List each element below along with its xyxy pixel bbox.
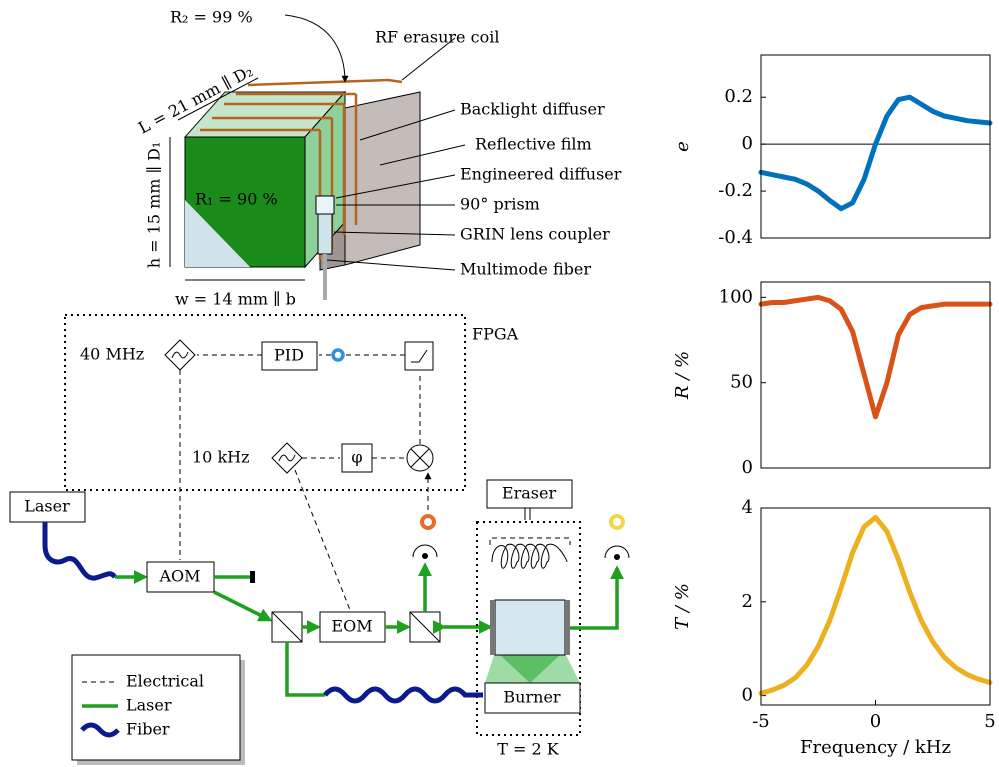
y-axis-label: e: [672, 141, 693, 152]
label: h = 15 mm ∥ D₁: [145, 142, 164, 268]
label: Fiber: [126, 720, 170, 739]
charts: 0.2 0 -0.2 -0.4 e 0 50 100 R / % 0 2 4 -5 0 5 T / % Freq…: [672, 55, 996, 758]
label: EOM: [331, 617, 372, 636]
shape-path: [570, 568, 617, 628]
label: Electrical: [126, 672, 204, 691]
y-tick-label: 0: [742, 457, 753, 478]
shape-line: [214, 592, 270, 620]
shape-circle: [333, 350, 343, 360]
shape-path: [285, 15, 345, 82]
shape-circle: [611, 516, 623, 528]
label: 40 MHz: [80, 345, 144, 364]
shape-circle: [614, 554, 620, 560]
plot-frame: [761, 282, 990, 468]
shape-path: [287, 642, 325, 695]
shape-circle: [422, 553, 428, 559]
x-tick-label: -5: [752, 711, 770, 732]
data-line: [761, 297, 990, 416]
x-tick-label: 0: [870, 711, 881, 732]
shape-path: [525, 508, 530, 520]
label: 10 kHz: [192, 448, 250, 467]
label: T = 2 K: [497, 740, 560, 759]
shape-rect: [250, 571, 255, 583]
label: PID: [274, 346, 304, 365]
shape-rect: [316, 196, 334, 214]
data-line: [761, 97, 990, 208]
label: RF erasure coil: [375, 28, 499, 47]
shape-path: [45, 522, 115, 578]
label: R₁ = 90 %: [195, 190, 278, 209]
label: Backlight diffuser: [460, 100, 605, 119]
y-tick-label: 0: [742, 133, 753, 154]
label: GRIN lens coupler: [460, 225, 610, 244]
shape-rect: [318, 214, 332, 254]
shape-path: [325, 689, 483, 701]
label: FPGA: [472, 325, 519, 344]
label: Eraser: [502, 484, 557, 503]
shape-rect: [65, 315, 465, 490]
y-tick-label: -0.4: [718, 227, 753, 248]
y-tick-label: 0: [742, 685, 753, 706]
y-tick-label: 4: [742, 497, 753, 518]
x-tick-label: 5: [984, 711, 995, 732]
shape-path: [492, 544, 567, 568]
shape-rect: [495, 600, 565, 655]
shape-rect: [490, 600, 495, 655]
y-tick-label: 50: [730, 372, 753, 393]
label: Multimode fiber: [460, 260, 591, 279]
figure: R₂ = 99 % RF erasure coil L = 21 mm ∥ D₂…: [0, 0, 999, 767]
label: 90° prism: [460, 195, 540, 214]
label: R₂ = 99 %: [170, 8, 253, 27]
y-axis-label: R / %: [672, 351, 693, 400]
label: Burner: [503, 688, 560, 707]
y-tick-label: 0.2: [724, 86, 753, 107]
y-tick-label: -0.2: [718, 180, 753, 201]
y-axis-label: T / %: [672, 583, 693, 630]
label: w = 14 mm ∥ b: [175, 290, 296, 309]
shape-rect: [565, 600, 570, 655]
y-tick-label: 2: [742, 591, 753, 612]
x-axis-label: Frequency / kHz: [800, 737, 951, 758]
crystal-illustration: [170, 15, 465, 300]
label: Engineered diffuser: [460, 165, 622, 184]
label: φ: [351, 448, 362, 467]
data-line: [761, 517, 990, 693]
label: AOM: [158, 567, 200, 586]
label: Laser: [24, 497, 70, 516]
label: Laser: [126, 696, 172, 715]
shape-path: [180, 355, 428, 610]
y-tick-label: 100: [719, 286, 753, 307]
label: Reflective film: [475, 135, 592, 154]
shape-rect: [405, 342, 433, 370]
shape-circle: [422, 516, 434, 528]
